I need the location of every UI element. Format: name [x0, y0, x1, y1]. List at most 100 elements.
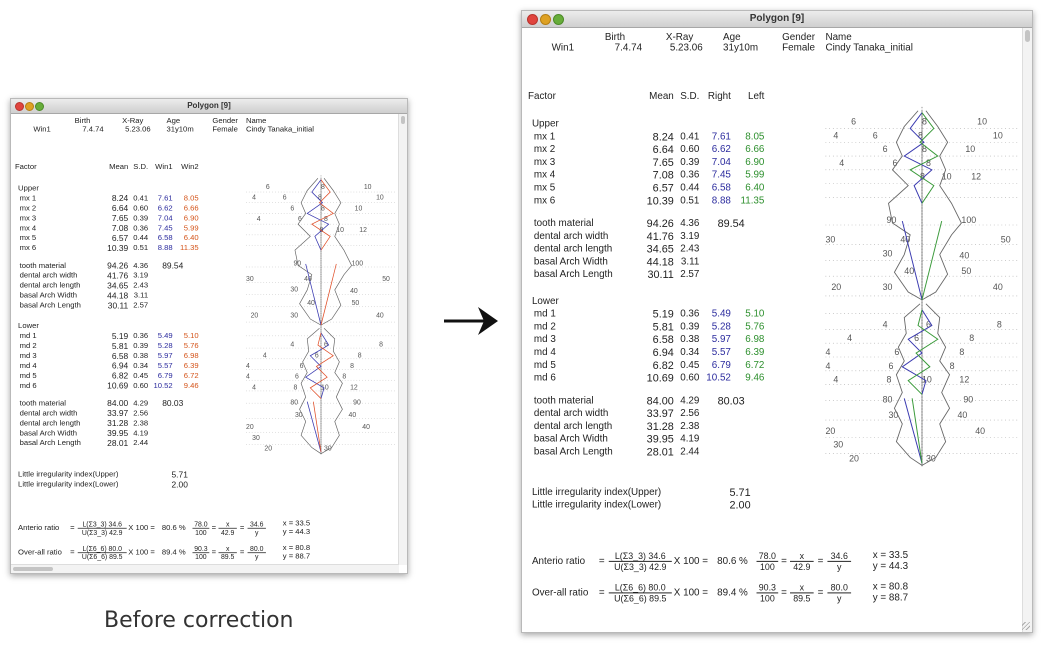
factor-name: mx 1 — [19, 194, 37, 203]
factor-name: md 3 — [533, 334, 556, 346]
polygon-scale-label: 4 — [825, 361, 830, 371]
header-label-name: Name — [825, 31, 852, 43]
series2-lower-arch — [911, 398, 923, 464]
tooth-material-value: 80.03 — [162, 399, 184, 409]
factor-name: mx 4 — [533, 169, 556, 181]
series1-upper — [903, 112, 933, 204]
polygon-scale-label: 8 — [918, 130, 923, 140]
polygon-scale-label: 12 — [959, 375, 969, 385]
ratio-times: X 100 = — [673, 587, 709, 599]
mean-value: 7.65 — [652, 157, 674, 169]
equals-sign: = — [781, 587, 787, 599]
zoom-button[interactable] — [553, 14, 564, 25]
mean-value: 5.19 — [111, 332, 129, 342]
polygon-scale-label: 6 — [914, 333, 919, 343]
ratio-percent: 89.4 % — [161, 548, 186, 557]
polygon-scale-label: 40 — [362, 424, 370, 431]
close-button[interactable] — [527, 14, 538, 25]
arch-sd: 3.19 — [680, 230, 700, 242]
irregularity-value: 2.00 — [171, 480, 188, 490]
close-button[interactable] — [15, 102, 24, 111]
arch-mean: 39.95 — [107, 429, 129, 439]
equals-sign: = — [781, 555, 787, 567]
v2-value: 6.66 — [183, 204, 199, 213]
mean-polygon-upper — [294, 178, 353, 326]
polygon-scale-label: 6 — [883, 144, 888, 154]
header-label-name: Name — [246, 117, 267, 126]
window-content: Birth X-Ray Age Gender Name Win1 7.4.74 5.23.06… — [15, 114, 398, 573]
zoom-button[interactable] — [35, 102, 44, 111]
v2-value: 6.90 — [183, 214, 199, 223]
minimize-button[interactable] — [25, 102, 34, 111]
title-bar[interactable]: Polygon [9] — [522, 11, 1032, 28]
birth-value: 7.4.74 — [82, 125, 104, 134]
birth-value: 7.4.74 — [614, 42, 643, 54]
series1-upper-arch — [901, 220, 923, 300]
scroll-thumb[interactable] — [1025, 30, 1030, 42]
polygon-scale-label: 90 — [963, 394, 973, 404]
ratio-fraction-l: L(Σ3_3) 34.6 U(Σ3_3) 42.9 — [77, 520, 127, 536]
arch-sd: 2.38 — [680, 421, 700, 432]
irregularity-label: Little irregularity index(Lower) — [18, 480, 119, 489]
arch-mean: 34.65 — [107, 281, 129, 291]
title-bar[interactable]: Polygon [9] — [11, 99, 407, 114]
equals-sign: = — [211, 524, 217, 533]
scroll-thumb[interactable] — [13, 567, 53, 571]
ratio-percent: 80.6 % — [717, 555, 748, 567]
ratio-lden: U(Σ6_6) 89.5 — [81, 553, 123, 561]
v1-value: 8.88 — [711, 195, 731, 207]
v1-value: 5.57 — [711, 347, 731, 358]
ratio-y: y = 44.3 — [282, 527, 311, 537]
mean-value: 8.24 — [111, 194, 129, 204]
polygon-scale-label: 8 — [324, 216, 328, 223]
v1-value: 6.79 — [711, 359, 731, 371]
ratio-a-den: 100 — [195, 553, 207, 561]
series2-upper-arch — [921, 220, 943, 300]
v2-value: 6.72 — [745, 359, 765, 371]
ratio-c-num: 80.0 — [247, 545, 266, 554]
series2-upper — [909, 112, 939, 204]
scroll-thumb[interactable] — [401, 116, 405, 124]
arch-mean: 41.76 — [646, 230, 674, 243]
polygon-scale-label: 30 — [290, 286, 298, 293]
resize-grip[interactable] — [1022, 622, 1030, 630]
polygon-scale-label: 8 — [950, 361, 955, 371]
ratio-x: x = 33.5 — [872, 550, 909, 561]
header-label-gender: Gender — [782, 31, 815, 43]
polygon-scale-label: 4 — [246, 374, 250, 381]
ratio-x: x = 80.8 — [282, 543, 311, 553]
mean-polygon-lower — [893, 303, 951, 466]
polygon-scale-label: 6 — [295, 374, 299, 381]
polygon-scale-label: 4 — [833, 375, 838, 385]
sd-value: 0.60 — [680, 372, 700, 384]
mean-value: 10.39 — [646, 195, 674, 208]
polygon-scale-label: 10 — [993, 130, 1003, 140]
polygon-scale-label: 8 — [321, 205, 325, 212]
vertical-scrollbar[interactable] — [398, 114, 407, 565]
col-v1: Win1 — [155, 162, 173, 172]
ratio-lnum: L(Σ3_3) 34.6 — [77, 520, 127, 529]
factor-name: mx 3 — [533, 157, 556, 168]
sd-value: 0.44 — [680, 182, 700, 194]
minimize-button[interactable] — [540, 14, 551, 25]
sd-value: 0.41 — [680, 131, 700, 143]
vertical-scrollbar[interactable] — [1022, 28, 1032, 632]
polygon-scale-label: 8 — [342, 374, 346, 381]
horizontal-scrollbar[interactable] — [11, 564, 399, 573]
polygon-scale-label: 8 — [318, 195, 322, 202]
v2-value: 11.35 — [740, 195, 765, 207]
ratio-fraction-c: 34.6 y — [827, 551, 852, 572]
mean-value: 6.94 — [111, 361, 129, 372]
patient-name: Cindy Tanaka_initial — [825, 42, 913, 54]
arch-label: dental arch length — [19, 281, 81, 290]
window-id: Win1 — [33, 125, 51, 134]
v1-value: 7.45 — [711, 169, 731, 181]
equals-sign: = — [70, 548, 75, 557]
polygon-scale-label: 4 — [883, 319, 888, 329]
irregularity-label: Little irregularity index(Lower) — [531, 499, 662, 511]
ratio-fraction-l: L(Σ3_3) 34.6 U(Σ3_3) 42.9 — [608, 551, 672, 572]
header-label-birth: Birth — [604, 31, 626, 43]
v1-value: 7.04 — [711, 157, 731, 168]
ratio-fraction-c: 80.0 y — [827, 583, 852, 603]
